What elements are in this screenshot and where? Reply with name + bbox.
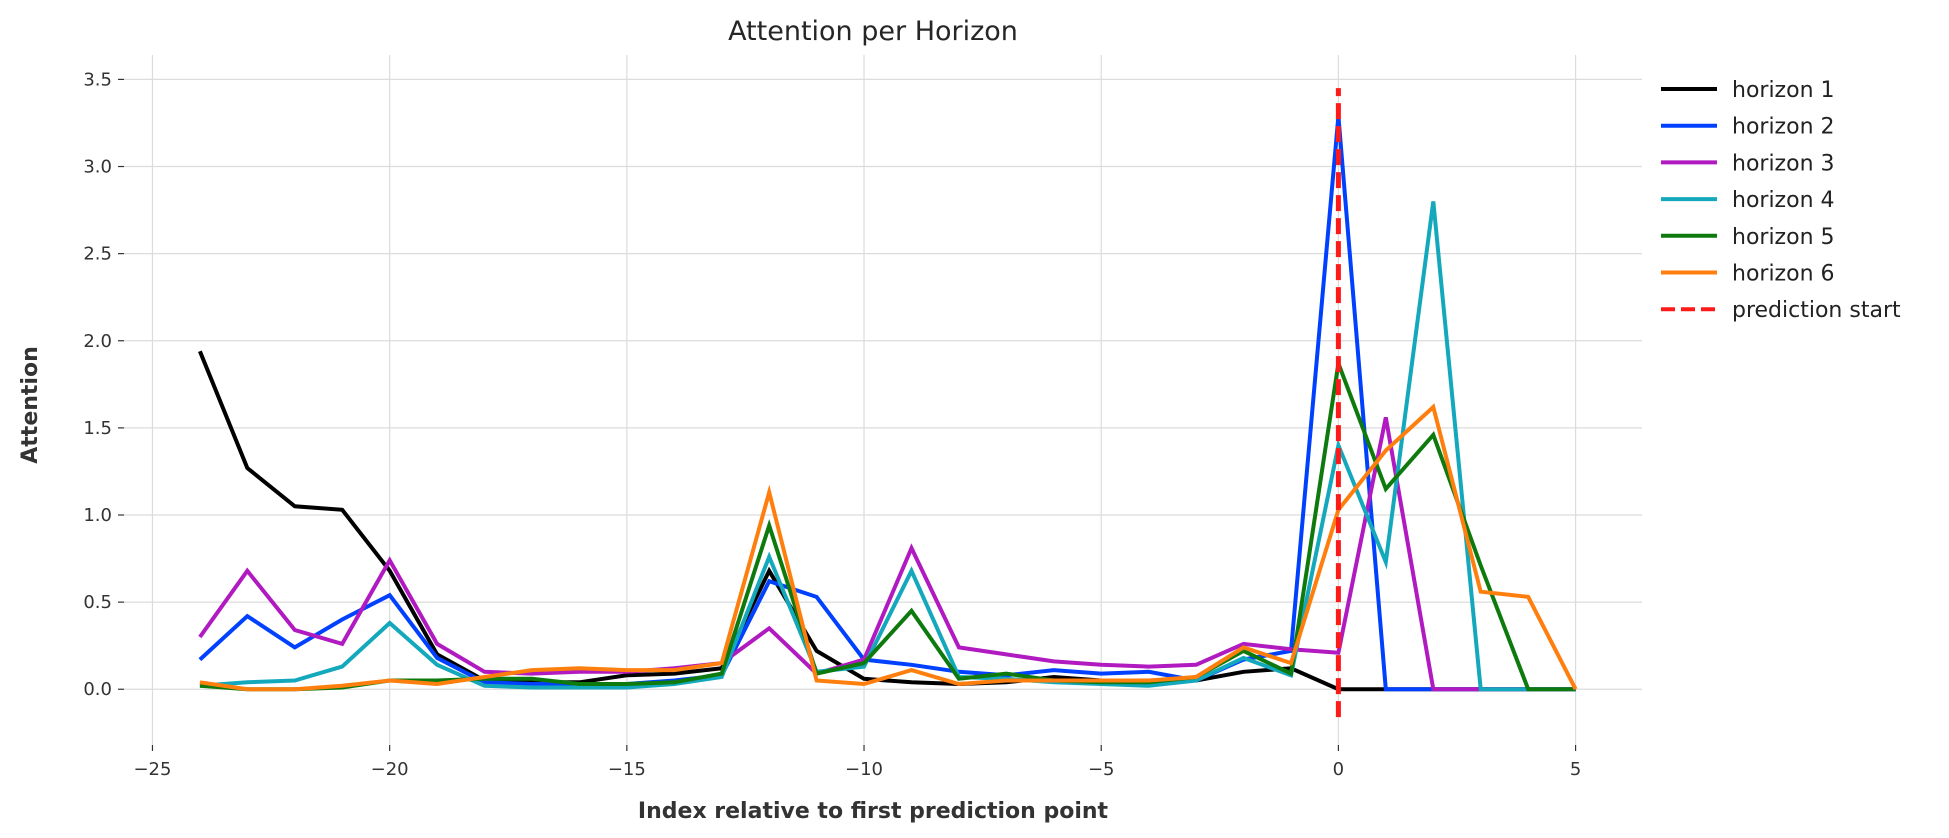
chart-title: Attention per Horizon: [728, 16, 1018, 47]
legend-label-horizon-4: horizon 4: [1732, 188, 1835, 213]
grid-lines: [124, 55, 1642, 745]
x-tick-label: 5: [1570, 759, 1581, 780]
series-line-horizon-1: [198, 350, 1576, 692]
x-tick-label: −15: [608, 759, 646, 780]
legend: horizon 1 horizon 2 horizon 3 horizon 4 hori…: [1661, 78, 1901, 323]
x-axis-label: Index relative to first prediction point: [638, 799, 1109, 824]
y-tick-label: 1.5: [83, 418, 112, 439]
legend-label-horizon-1: horizon 1: [1732, 78, 1835, 103]
series-line-horizon-3: [198, 417, 1576, 692]
y-axis-label: Attention: [18, 346, 43, 463]
y-tick-label: 2.5: [83, 244, 112, 265]
x-tick-label: 0: [1333, 759, 1344, 780]
x-tick-label: −5: [1088, 759, 1115, 780]
legend-label-horizon-2: horizon 2: [1732, 115, 1835, 140]
series-line-horizon-5: [199, 355, 1576, 692]
y-tick-label: 1.0: [83, 505, 112, 526]
y-tick-label: 3.5: [83, 69, 112, 90]
x-tick-label: −20: [371, 759, 409, 780]
legend-label-horizon-6: horizon 6: [1732, 262, 1835, 287]
legend-label-prediction-start: prediction start: [1732, 298, 1901, 323]
series-line-horizon-2: [198, 115, 1576, 692]
series-line-horizon-6: [199, 403, 1578, 692]
legend-label-horizon-5: horizon 5: [1732, 225, 1835, 250]
series-layer: [198, 115, 1578, 692]
y-tick-label: 0.5: [83, 592, 112, 613]
legend-label-horizon-3: horizon 3: [1732, 151, 1835, 176]
y-tick-label: 0.0: [83, 679, 112, 700]
tick-labels: −25 −20 −15 −10 −5 0 5 0.0 0.5 1.0 1.5 2.0 2.5 3.0 3.5: [83, 69, 1581, 780]
y-tick-label: 3.0: [83, 157, 112, 178]
x-tick-label: −25: [133, 759, 171, 780]
x-tick-label: −10: [845, 759, 883, 780]
y-tick-label: 2.0: [83, 331, 112, 352]
series-line-horizon-4: [199, 201, 1576, 692]
